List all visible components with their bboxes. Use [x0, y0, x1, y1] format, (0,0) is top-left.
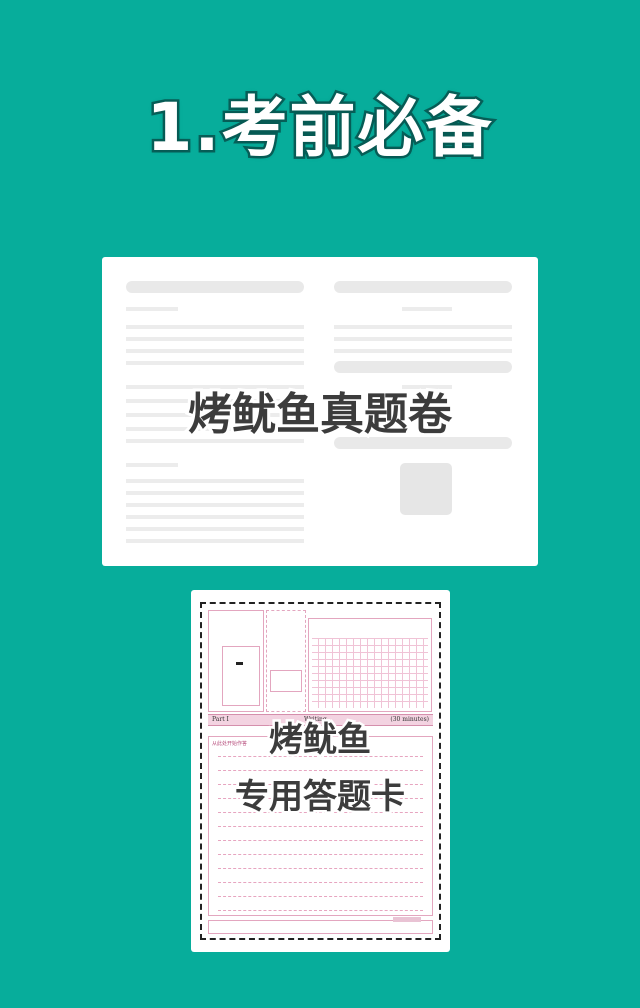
placeholder-line — [402, 385, 452, 389]
writing-line — [218, 854, 423, 855]
id-number-grid — [308, 618, 432, 712]
placeholder-line — [126, 337, 304, 341]
part-time: (30 minutes) — [390, 716, 429, 723]
part-header: Part I Writing (30 minutes) — [208, 714, 433, 726]
placeholder-line — [126, 307, 178, 311]
exam-paper-illustration — [102, 257, 538, 566]
placeholder-bar — [334, 437, 512, 449]
writing-line — [218, 840, 423, 841]
placeholder-line — [334, 325, 512, 329]
answer-sheet-label-line1: 烤鱿鱼 — [267, 718, 374, 763]
placeholder-bar — [334, 281, 512, 293]
placeholder-line — [126, 539, 304, 543]
notice-box — [270, 670, 302, 692]
placeholder-line — [126, 385, 304, 389]
placeholder-line — [126, 439, 304, 443]
writing-line — [218, 770, 423, 771]
writing-line — [218, 812, 423, 813]
placeholder-line — [126, 399, 304, 403]
writing-line — [218, 784, 423, 785]
placeholder-bar — [334, 361, 512, 373]
placeholder-line — [126, 413, 304, 417]
footer-mark — [393, 917, 421, 922]
placeholder-line — [126, 479, 304, 483]
instruction-box — [266, 610, 306, 712]
placeholder-line — [402, 307, 452, 311]
writing-line — [218, 756, 423, 757]
writing-line — [218, 896, 423, 897]
part-label: Part I — [212, 716, 229, 723]
placeholder-line — [126, 349, 304, 353]
writing-line — [218, 910, 423, 911]
page-heading: 1.考前必备 — [144, 87, 494, 169]
placeholder-line — [126, 503, 304, 507]
writing-line — [218, 882, 423, 883]
placeholder-line — [126, 515, 304, 519]
writing-line — [218, 826, 423, 827]
placeholder-line — [334, 337, 512, 341]
candidate-info-box — [208, 610, 264, 712]
placeholder-line — [126, 527, 304, 531]
answer-sheet-label-line2: 专用答题卡 — [233, 775, 408, 820]
placeholder-line — [126, 427, 304, 431]
bubble-grid — [312, 638, 428, 708]
exam-paper-label: 烤鱿鱼真题卷 — [185, 386, 455, 443]
part-title: Writing — [304, 716, 327, 723]
answer-sheet-illustration: Part I Writing (30 minutes) 从此处开始作答 — [200, 602, 441, 940]
writing-line — [218, 868, 423, 869]
placeholder-line — [126, 491, 304, 495]
placeholder-line — [126, 361, 304, 365]
footer-box — [208, 920, 433, 934]
fill-example-box — [222, 646, 260, 706]
placeholder-image-block — [400, 463, 452, 515]
filled-mark-example — [236, 662, 243, 665]
writing-line — [218, 798, 423, 799]
placeholder-line — [334, 349, 512, 353]
writing-area — [208, 736, 433, 916]
start-note: 从此处开始作答 — [212, 741, 248, 747]
placeholder-line — [126, 463, 178, 467]
placeholder-line — [126, 325, 304, 329]
placeholder-bar — [126, 281, 304, 293]
